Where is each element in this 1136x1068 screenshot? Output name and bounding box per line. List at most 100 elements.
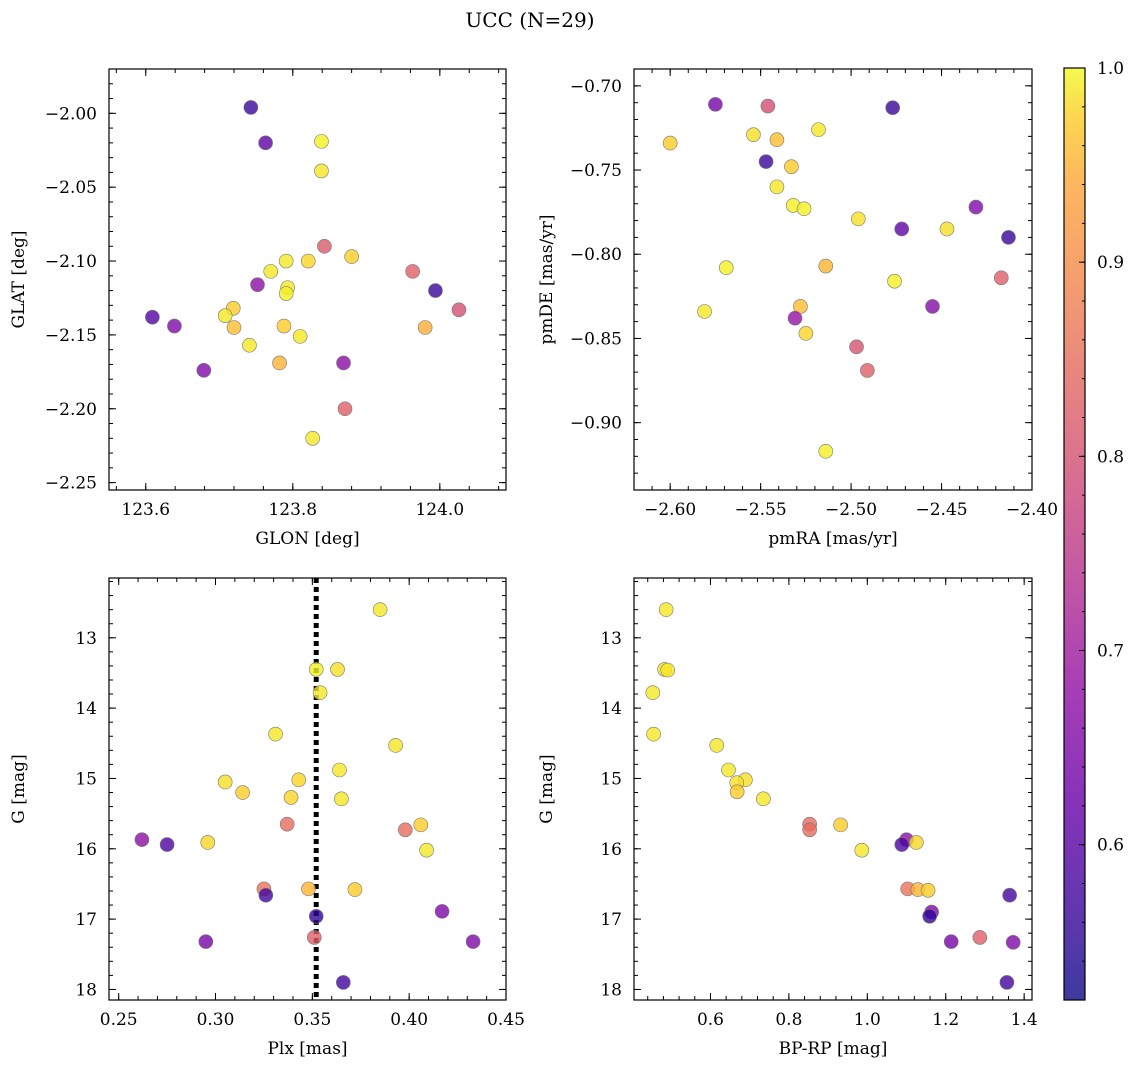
data-point [250,277,265,292]
data-point [1005,935,1021,950]
x-axis-label: GLON [deg] [255,529,359,549]
colorbar-tick-label: 0.8 [1097,447,1124,467]
data-point [451,302,467,318]
y-tick-label: −2.00 [45,104,97,124]
x-tick-label: 0.35 [293,1010,331,1030]
data-point [885,100,901,116]
data-point [943,934,959,949]
data-point [268,726,283,742]
scatter-panel-3: 0.25 0.30 0.35 0.40 0.45 13 14 15 16 17 18 Plx [mas… [9,577,525,1059]
scatter-points [145,100,467,446]
colorbar-tick-label: 0.6 [1097,836,1124,856]
y-tick-label: 18 [75,980,97,1000]
y-tick-label: −0.90 [570,414,622,434]
data-point [314,134,329,149]
data-point [798,326,814,341]
scatter-points [134,602,481,990]
y-tick-label: 13 [75,629,97,649]
y-tick-label: −0.80 [570,245,622,265]
data-point [769,132,785,148]
ticks [109,68,506,490]
data-point [645,685,661,700]
x-tick-label: −2.45 [915,500,967,520]
data-point [347,882,363,897]
data-point [769,179,785,195]
data-point [718,260,734,276]
data-point [818,258,834,274]
data-point [278,286,294,301]
data-point [413,817,429,833]
data-point [660,662,676,678]
colorbar-gradient [1064,68,1085,1000]
x-axis-label: pmRA [mas/yr] [768,529,897,549]
data-point [283,790,299,805]
data-point [217,308,233,323]
data-point [200,835,216,850]
data-point [434,904,450,919]
y-tick-label: 15 [75,769,97,789]
y-tick-label: 14 [75,699,97,719]
data-point [336,355,351,371]
y-tick-label: −2.05 [45,178,97,198]
data-point [999,975,1015,990]
data-point [854,842,870,858]
data-point [217,774,233,790]
data-point [235,785,250,800]
data-point [405,264,420,279]
data-point [851,211,866,227]
data-point [658,602,674,617]
colorbar-tick-label: 1.0 [1097,59,1124,79]
ticks [634,68,1033,490]
data-point [305,430,320,446]
y-tick-label: 16 [600,840,622,860]
data-point [337,401,353,417]
y-axis-label: G [mag] [537,754,557,823]
data-point [300,253,316,269]
x-tick-label: 0.45 [487,1010,525,1030]
data-point [419,842,434,858]
x-tick-label: 123.6 [121,500,170,520]
data-point [276,318,292,334]
y-tick-label: 18 [600,980,622,1000]
figure-title: UCC (N=29) [465,8,594,32]
data-point [145,309,160,325]
data-point [708,97,723,112]
data-point [167,318,182,334]
y-tick-label: 14 [600,699,622,719]
data-point [818,443,834,459]
data-point [242,337,257,353]
scatter-panel-4: 0.6 0.8 1.0 1.2 1.4 13 14 15 16 17 18 BP-RP [mag] G … [537,577,1038,1059]
data-point [291,772,307,788]
y-tick-label: 15 [600,769,622,789]
x-tick-label: 1.4 [1011,1010,1038,1030]
data-point [263,264,279,279]
y-tick-label: 17 [600,910,622,930]
data-point [784,159,799,174]
data-point [802,822,817,838]
x-tick-label: 0.8 [775,1010,802,1030]
axes-frame [633,68,1033,491]
x-tick-label: −2.40 [1006,500,1058,520]
y-tick-label: 16 [75,840,97,860]
data-point [1001,230,1016,245]
data-point [646,726,661,742]
x-axis-label: BP-RP [mag] [779,1039,888,1059]
axes-frame [108,577,507,1001]
y-tick-label: −2.15 [45,326,97,346]
x-tick-label: 0.6 [697,1010,724,1030]
data-point [760,98,776,114]
ticks [634,578,1032,1000]
x-tick-label: −2.55 [735,500,787,520]
data-point [909,835,924,850]
data-point [849,339,864,355]
data-point [258,887,274,903]
data-point [796,201,812,217]
axes-frame [108,68,507,491]
data-point [758,154,774,169]
data-point [336,975,351,990]
data-point [925,299,940,314]
ticks [109,578,507,1000]
data-point [697,304,712,319]
data-point [993,270,1009,286]
